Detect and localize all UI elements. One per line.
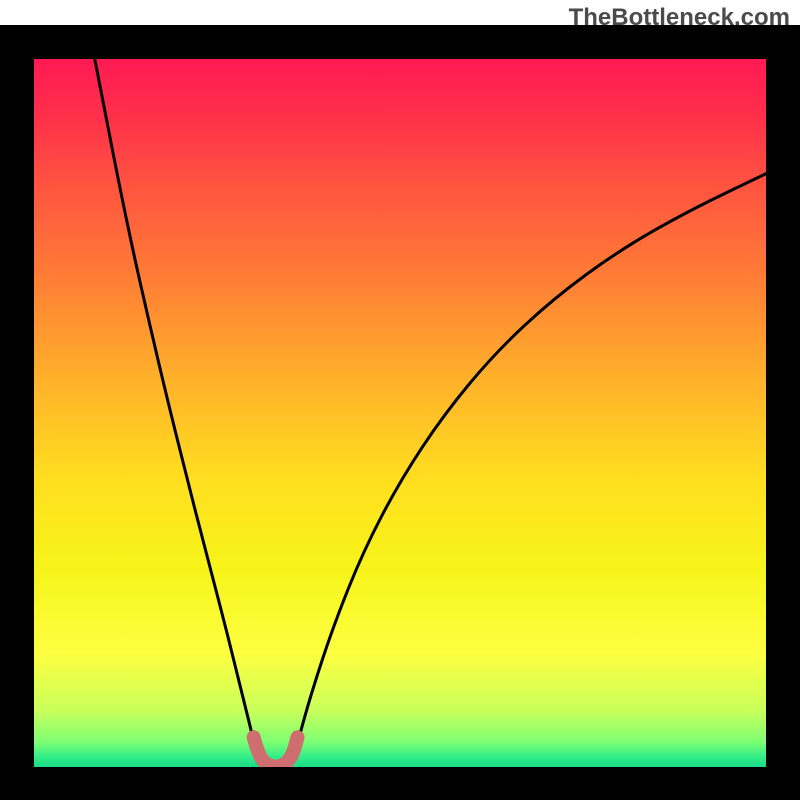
bottleneck-chart xyxy=(0,0,800,800)
watermark-text: TheBottleneck.com xyxy=(569,4,790,32)
chart-container: TheBottleneck.com xyxy=(0,0,800,800)
plot-frame xyxy=(0,25,800,800)
